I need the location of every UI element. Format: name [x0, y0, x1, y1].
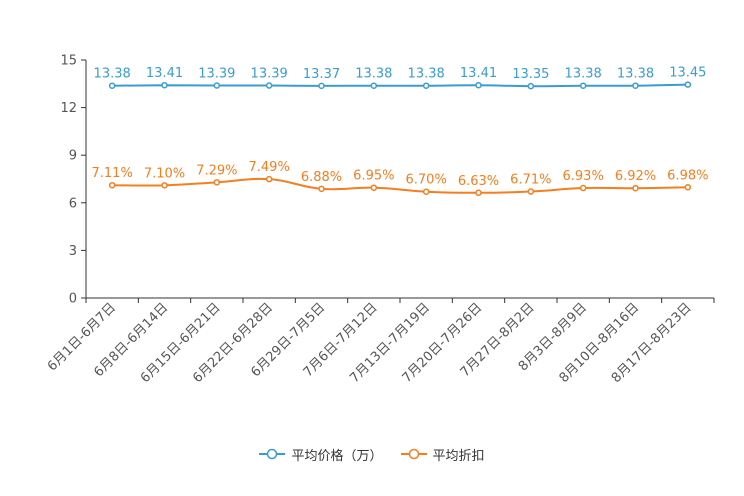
series-line-0 — [112, 83, 688, 88]
data-point — [370, 184, 378, 191]
data-label: 13.37 — [303, 67, 340, 82]
data-point — [579, 82, 587, 89]
data-point — [579, 184, 587, 192]
legend-price-marker — [259, 448, 286, 460]
data-label: 7.10% — [144, 166, 185, 181]
series-layer — [108, 81, 692, 197]
data-point — [527, 188, 535, 195]
data-label: 13.39 — [251, 67, 288, 82]
data-point — [161, 81, 168, 89]
data-label: 13.38 — [94, 67, 131, 82]
data-label: 13.38 — [617, 67, 654, 82]
y-tick-label: 15 — [60, 54, 77, 69]
data-point — [684, 184, 692, 191]
y-tick-label: 0 — [69, 292, 77, 307]
data-point — [265, 175, 273, 183]
data-label: 13.41 — [146, 66, 183, 81]
data-label: 7.49% — [249, 160, 290, 175]
data-label: 6.70% — [406, 173, 447, 188]
data-label: 13.41 — [460, 66, 497, 81]
data-label: 13.38 — [565, 67, 602, 82]
data-point — [475, 81, 482, 89]
legend-item-discount[interactable]: 平均折扣 — [400, 445, 485, 464]
y-tick-label: 6 — [69, 196, 77, 211]
legend-discount-label: 平均折扣 — [432, 448, 485, 464]
data-label: 13.39 — [198, 67, 235, 82]
data-label: 7.29% — [196, 163, 237, 178]
data-point — [684, 81, 692, 88]
data-label: 7.11% — [92, 166, 133, 181]
data-point — [161, 182, 168, 189]
data-label: 6.71% — [510, 173, 551, 188]
y-tick-label: 12 — [60, 101, 77, 116]
data-label: 6.63% — [458, 174, 499, 189]
data-labels: 13.38 13.41 13.39 13.39 13.37 13.38 13.38 13.41… — [92, 66, 709, 189]
data-label: 6.92% — [615, 169, 656, 184]
data-point — [370, 82, 378, 89]
y-tick-label: 9 — [69, 149, 77, 164]
data-point — [632, 82, 639, 89]
data-point — [318, 185, 325, 193]
data-point — [108, 181, 116, 189]
data-label: 6.98% — [667, 168, 708, 183]
data-point — [632, 184, 639, 192]
data-label: 6.88% — [301, 170, 342, 185]
data-label: 13.38 — [408, 67, 445, 82]
legend-discount-marker — [400, 448, 427, 460]
axes: 036912156月1日-6月7日6月8日-6月14日6月15日-6月21日6月… — [45, 54, 715, 386]
data-label: 13.35 — [512, 67, 549, 82]
data-point — [475, 189, 482, 197]
data-label: 13.38 — [355, 67, 392, 82]
data-point — [422, 82, 430, 89]
data-point — [318, 82, 325, 90]
data-point — [213, 82, 221, 89]
data-point — [108, 82, 116, 89]
data-point — [422, 188, 430, 195]
legend-price-label: 平均价格（万） — [291, 448, 383, 464]
legend-item-price[interactable]: 平均价格（万） — [259, 445, 383, 464]
data-label: 13.45 — [669, 66, 706, 81]
data-point — [265, 82, 273, 89]
data-point — [213, 179, 221, 186]
data-label: 6.95% — [353, 169, 394, 184]
legend: 平均价格（万） 平均折扣 — [0, 442, 744, 466]
data-label: 6.93% — [563, 169, 604, 184]
series-line-1 — [112, 177, 688, 194]
data-point — [527, 82, 535, 90]
y-tick-label: 3 — [69, 244, 77, 259]
